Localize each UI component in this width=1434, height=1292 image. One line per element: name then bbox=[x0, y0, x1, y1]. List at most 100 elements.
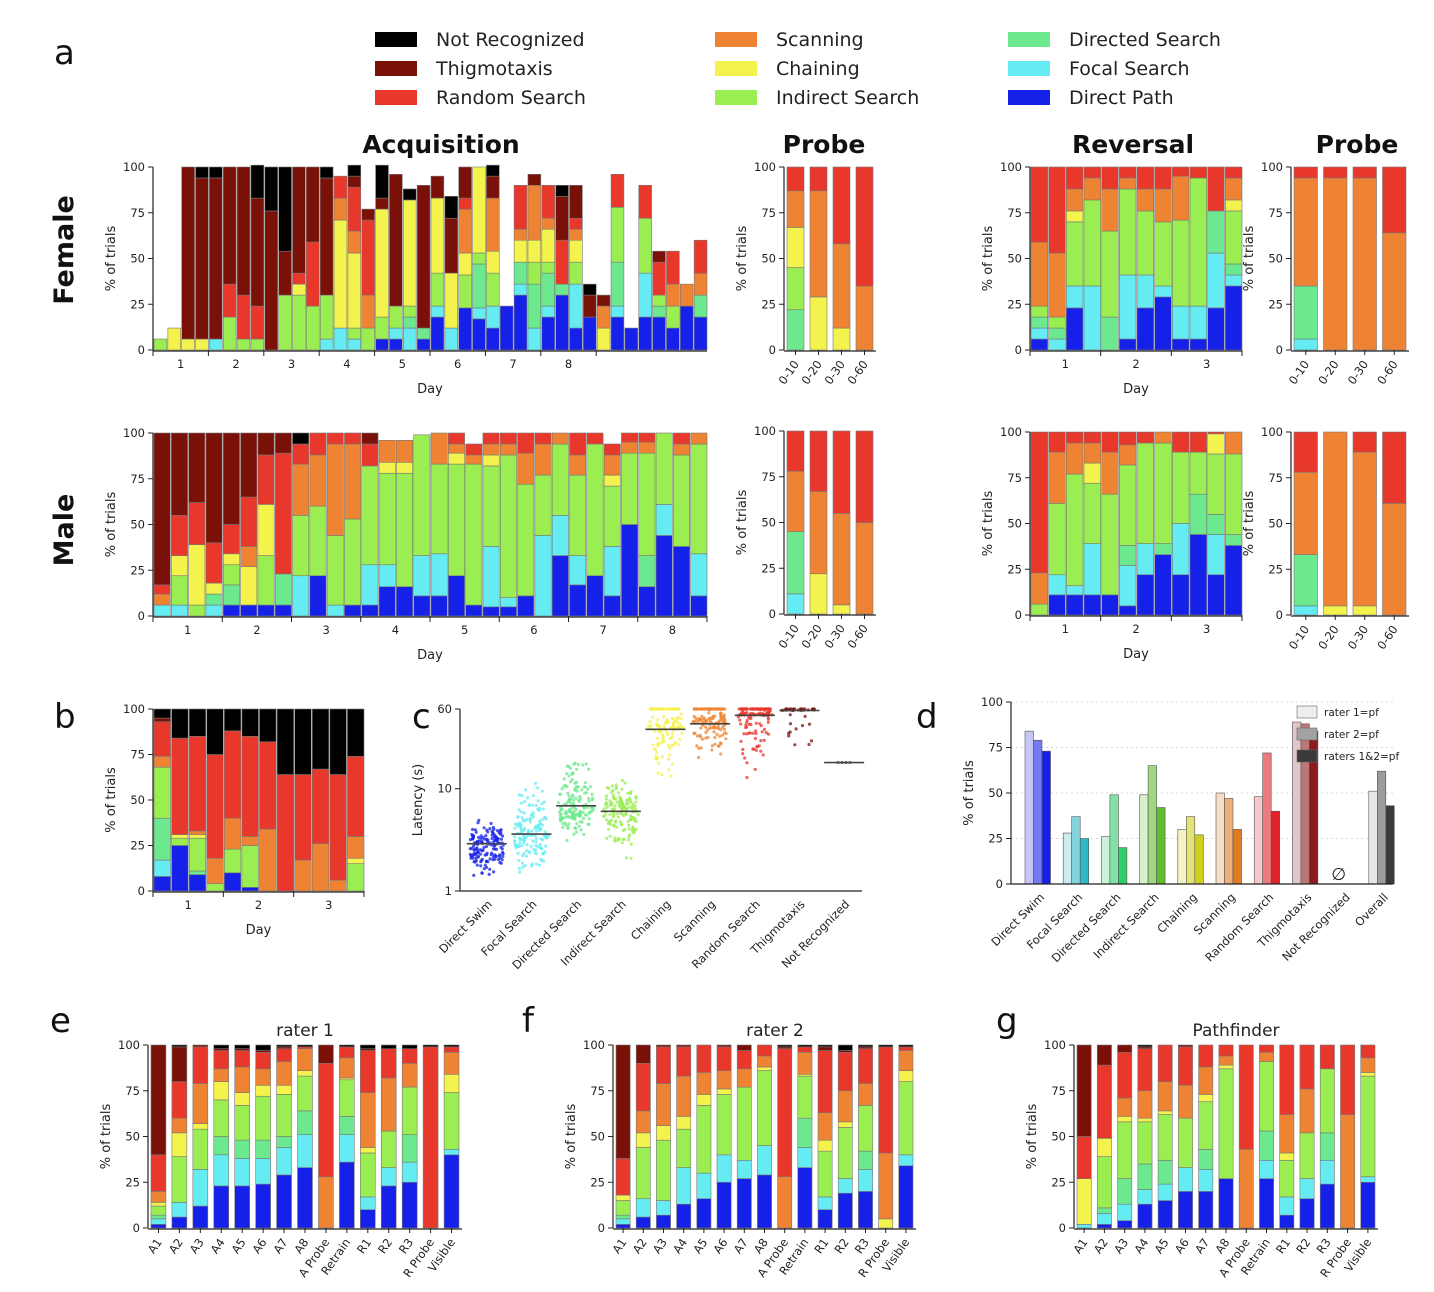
chart-a-female-probe1: 0 25 50 75 100 % of trials 0-100-200-300-60 bbox=[735, 160, 876, 387]
data-point bbox=[538, 819, 542, 823]
data-point bbox=[559, 806, 563, 810]
bar-segment-random-search bbox=[171, 1081, 188, 1119]
bar-segment-not-recognized bbox=[255, 1044, 271, 1051]
data-point bbox=[484, 834, 488, 838]
data-point bbox=[623, 828, 627, 832]
bar-segment-indirect-search bbox=[389, 305, 403, 329]
x-tick-label: A2 bbox=[166, 1236, 186, 1256]
data-point bbox=[472, 873, 476, 878]
y-tick-label: 50 bbox=[1007, 252, 1022, 266]
bar-segment-scanning bbox=[486, 197, 500, 252]
y-tick-label: 50 bbox=[125, 1130, 140, 1144]
y-tick-label: 100 bbox=[123, 702, 145, 716]
y-tick-label: 25 bbox=[761, 297, 776, 311]
panel-letter-d: d bbox=[916, 697, 938, 737]
bar-segment-random-search bbox=[1119, 431, 1137, 446]
data-point bbox=[541, 807, 545, 811]
data-point bbox=[612, 807, 616, 811]
bar-segment-indirect-search bbox=[1117, 1121, 1133, 1179]
bar-segment-directed-search bbox=[153, 817, 171, 861]
bar-segment-scanning bbox=[1066, 442, 1084, 475]
y-axis-label: % of trials bbox=[1242, 491, 1257, 557]
data-point bbox=[471, 856, 475, 860]
data-point bbox=[530, 813, 534, 817]
bar-segment-directed-search bbox=[797, 1117, 813, 1148]
bar-segment-thigmotaxis bbox=[205, 432, 223, 544]
bar-segment-thigmotaxis bbox=[274, 432, 292, 454]
data-point bbox=[570, 806, 575, 810]
bar-segment-focal-search bbox=[486, 305, 500, 329]
bar-segment-random-search bbox=[1319, 1044, 1335, 1070]
bar-segment-direct-path bbox=[255, 1183, 271, 1229]
bar-segment-direct-path bbox=[448, 575, 465, 617]
data-point bbox=[788, 713, 792, 717]
y-tick-label: 100 bbox=[1261, 425, 1283, 439]
empty-set-symbol: ∅ bbox=[1331, 865, 1346, 885]
x-tick-label: R2 bbox=[832, 1236, 852, 1257]
data-point bbox=[760, 730, 764, 734]
x-tick-label: 3 bbox=[1203, 622, 1210, 636]
panel-letter-e: e bbox=[50, 1001, 71, 1041]
data-point bbox=[655, 757, 659, 761]
data-point bbox=[573, 817, 577, 821]
bar-segment-chaining bbox=[171, 1132, 188, 1157]
data-point bbox=[487, 872, 491, 877]
data-point bbox=[712, 730, 716, 734]
bar-segment-scanning bbox=[1293, 471, 1318, 555]
y-tick-label: 25 bbox=[130, 563, 145, 577]
bar-segment-directed-search bbox=[527, 283, 542, 329]
bar-segment-directed-search bbox=[1293, 554, 1318, 607]
bar-segment-direct-path bbox=[1119, 338, 1137, 351]
data-point bbox=[536, 799, 540, 803]
bar-segment-scanning bbox=[1117, 1097, 1133, 1117]
legend-swatch bbox=[1296, 705, 1318, 719]
data-point bbox=[584, 762, 588, 766]
data-point bbox=[570, 772, 574, 776]
bar-segment-scanning bbox=[736, 1068, 752, 1088]
y-tick-label: 50 bbox=[1007, 517, 1022, 531]
title-acquisition: Acquisition bbox=[362, 130, 519, 159]
bar-segment-chaining bbox=[444, 272, 459, 329]
bar-segment-directed-search bbox=[615, 1214, 631, 1220]
data-point bbox=[562, 777, 566, 781]
bar-segment-chaining bbox=[1096, 1138, 1112, 1157]
data-point bbox=[661, 734, 665, 739]
bar-segment-focal-search bbox=[361, 564, 379, 606]
x-tick-label: 1 bbox=[1062, 622, 1069, 636]
data-point bbox=[536, 824, 540, 828]
bar-segment-indirect-search bbox=[1207, 453, 1225, 515]
data-point bbox=[713, 707, 718, 711]
data-point bbox=[572, 802, 576, 806]
bar-segment-scanning bbox=[378, 440, 396, 463]
bar-segment-random-search bbox=[1352, 431, 1377, 453]
bar-segment-scanning bbox=[259, 828, 277, 892]
bar-segment-scanning bbox=[1382, 503, 1407, 616]
bar-segment-focal-search bbox=[380, 1167, 397, 1187]
bar-segment-random-search bbox=[401, 1048, 418, 1064]
chart-title: Pathfinder bbox=[1192, 1021, 1279, 1041]
data-point bbox=[558, 792, 562, 796]
data-point bbox=[629, 856, 633, 860]
bar-segment-not-recognized bbox=[259, 708, 277, 743]
y-tick-label: 75 bbox=[761, 206, 776, 220]
bar-segment-direct-path bbox=[797, 1167, 813, 1229]
bar-segment-indirect-search bbox=[222, 316, 237, 351]
data-point bbox=[766, 710, 770, 715]
data-point bbox=[494, 854, 498, 859]
bar-segment-focal-search bbox=[1154, 285, 1172, 298]
bar-segment-scanning bbox=[171, 1117, 188, 1134]
data-point bbox=[744, 725, 748, 730]
bar-segment-directed-search bbox=[858, 1150, 873, 1170]
bar-segment-random-search bbox=[344, 432, 362, 445]
data-point bbox=[754, 748, 758, 752]
bar-segment-not-recognized bbox=[401, 1044, 418, 1049]
bar-segment-scanning bbox=[1323, 431, 1348, 607]
bar-segment-direct-path bbox=[389, 338, 403, 351]
bar-segment-chaining bbox=[1218, 1064, 1234, 1070]
data-point bbox=[761, 753, 765, 757]
bar-segment-random-search bbox=[1117, 1052, 1133, 1099]
bar-segment-focal-search bbox=[153, 604, 171, 617]
data-point bbox=[517, 793, 521, 797]
